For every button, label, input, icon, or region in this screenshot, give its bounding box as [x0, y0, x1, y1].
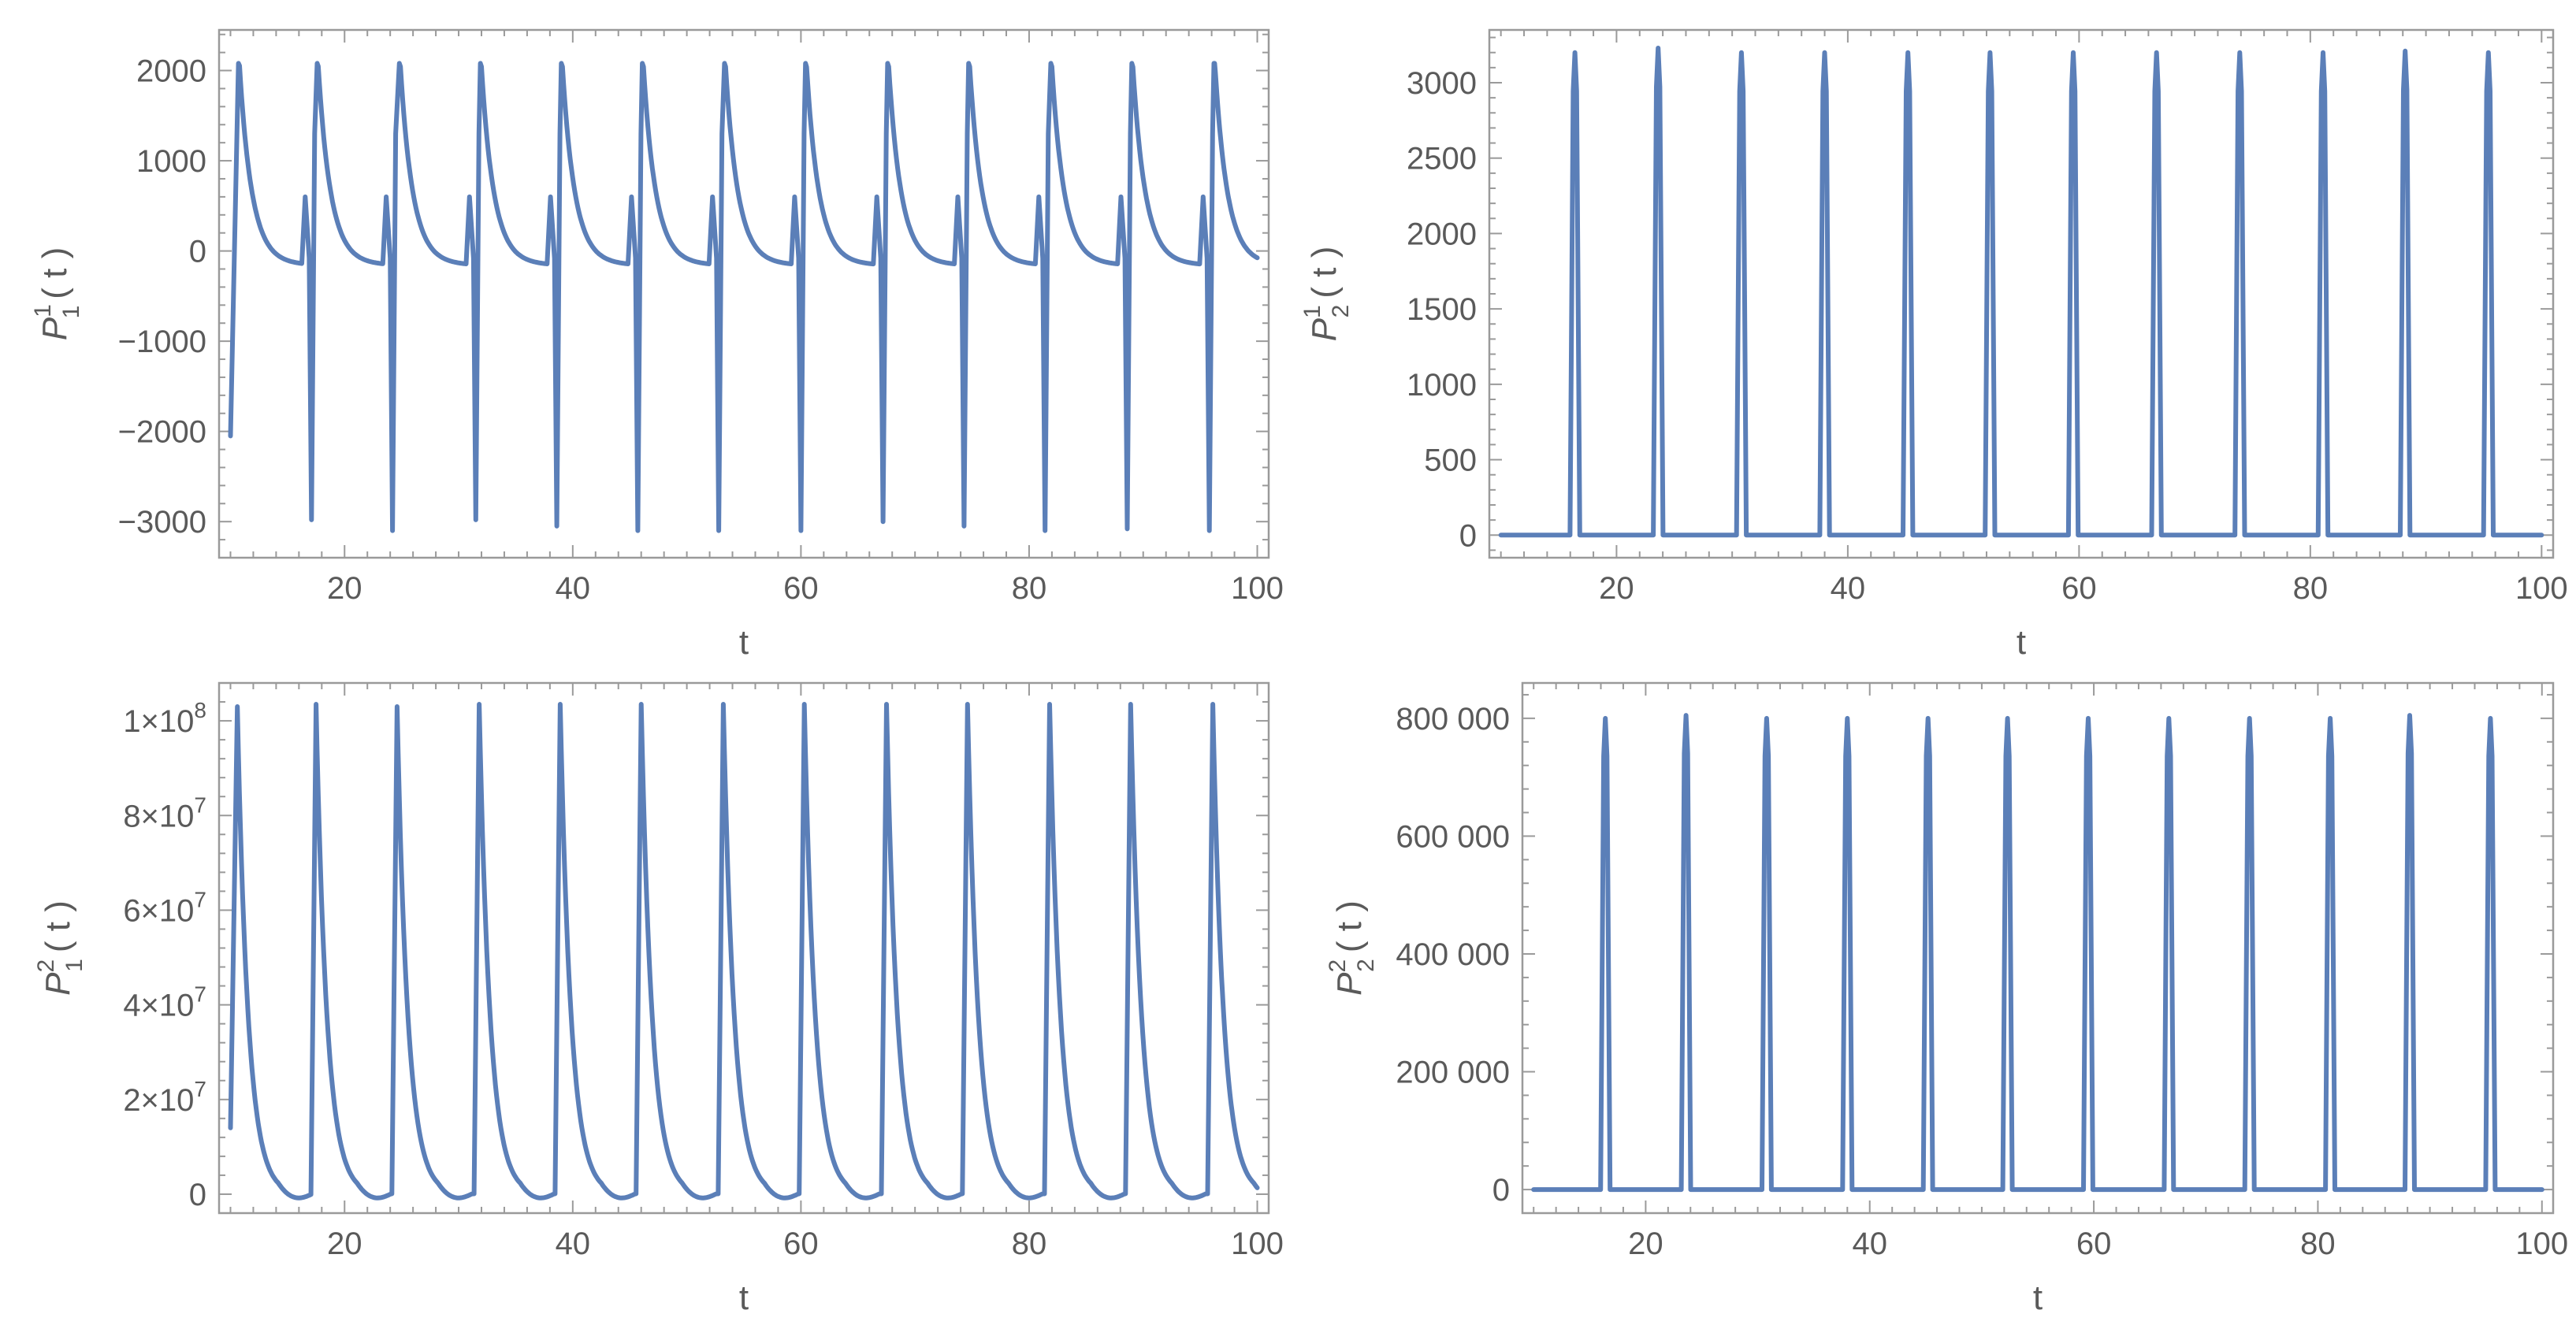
y-axis-title: P1 1( t ) — [30, 247, 84, 341]
x-tick-label: 20 — [327, 571, 362, 606]
series-line — [228, 61, 1260, 533]
panel-p1-1: 20 40 60 80 100 −3000 −2000 −1000 0 1000 2000 t P1 1(… — [30, 28, 1284, 662]
y-tick-label: 2000 — [136, 54, 206, 89]
y-tick-label: 1000 — [1407, 368, 1477, 403]
x-tick-label: 20 — [1599, 571, 1634, 606]
y-tick-label: 1500 — [1407, 292, 1477, 327]
x-tick-label: 40 — [1831, 571, 1866, 606]
plot-frame — [1521, 681, 2555, 1215]
x-tick-label: 100 — [2515, 1227, 2568, 1261]
y-tick-label: 0 — [1459, 518, 1477, 553]
minor-ticks — [1522, 683, 2553, 1214]
x-tick-label: 20 — [327, 1227, 362, 1261]
x-tick-label: 60 — [2061, 571, 2097, 606]
y-tick-label: 1000 — [136, 144, 206, 179]
x-axis-title: t — [739, 1278, 749, 1317]
x-tick-label: 80 — [2300, 1227, 2336, 1261]
y-tick-label: 8×107 — [123, 792, 206, 833]
panel-p2-1: 20 40 60 80 100 0 2×107 4×107 6×107 8×107 1×108 t P2… — [33, 681, 1284, 1317]
y-tick-label: −1000 — [118, 325, 206, 359]
minor-ticks — [219, 30, 1269, 559]
y-axis-title: P2 1( t ) — [33, 900, 87, 996]
y-tick-label: 0 — [189, 1178, 206, 1212]
y-tick-label: 2000 — [1407, 217, 1477, 251]
panel-p2-2: 20 40 60 80 100 0 200 000 400 000 600 000 800 000… — [1325, 681, 2568, 1317]
x-tick-label: 100 — [2515, 571, 2568, 606]
x-tick-label: 100 — [1231, 1227, 1284, 1261]
y-tick-label: 1×108 — [123, 698, 206, 739]
y-tick-label: 3000 — [1407, 66, 1477, 101]
x-tick-label: 80 — [1012, 571, 1047, 606]
y-tick-label: −3000 — [118, 505, 206, 540]
y-tick-label: 600 000 — [1396, 819, 1510, 854]
x-tick-label: 80 — [2293, 571, 2329, 606]
x-tick-label: 60 — [2076, 1227, 2112, 1261]
y-tick-label: 2×107 — [123, 1077, 206, 1118]
y-axis-title: P1 2( t ) — [1299, 247, 1354, 342]
y-tick-label: 2500 — [1407, 142, 1477, 176]
x-tick-label: 60 — [783, 1227, 819, 1261]
series-line — [1498, 46, 2544, 538]
plot-frame — [1488, 28, 2555, 559]
plot-frame — [217, 28, 1270, 559]
y-tick-label: 0 — [1492, 1173, 1510, 1208]
series-line — [1531, 713, 2544, 1193]
x-tick-label: 60 — [783, 571, 819, 606]
x-tick-label: 40 — [556, 571, 591, 606]
y-axis-title: P2 2( t ) — [1325, 900, 1379, 996]
y-tick-label: 800 000 — [1396, 702, 1510, 737]
x-tick-label: 40 — [1852, 1227, 1887, 1261]
y-tick-label: 200 000 — [1396, 1056, 1510, 1090]
y-tick-label: −2000 — [118, 415, 206, 450]
x-axis-title: t — [2017, 623, 2026, 662]
x-tick-label: 80 — [1012, 1227, 1047, 1261]
x-axis-title: t — [2033, 1278, 2043, 1317]
y-tick-label: 4×107 — [123, 982, 206, 1023]
series-line — [228, 702, 1260, 1201]
y-tick-label: 400 000 — [1396, 937, 1510, 972]
y-tick-label: 6×107 — [123, 887, 206, 928]
x-tick-label: 40 — [556, 1227, 591, 1261]
x-axis-title: t — [739, 623, 749, 662]
minor-ticks — [1489, 30, 2553, 558]
x-tick-label: 100 — [1231, 571, 1284, 606]
y-tick-label: 500 — [1424, 443, 1477, 478]
minor-ticks — [219, 682, 1269, 1214]
y-tick-label: 0 — [189, 235, 206, 269]
x-tick-label: 20 — [1628, 1227, 1663, 1261]
